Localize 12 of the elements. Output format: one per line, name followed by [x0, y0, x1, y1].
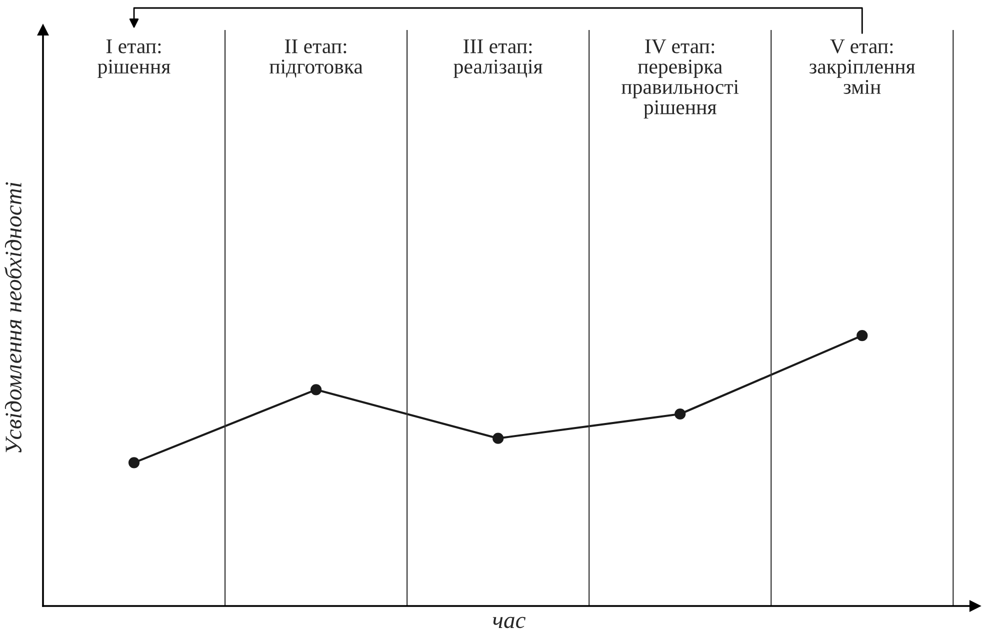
- x-tick-label: I етап: рішення: [98, 39, 170, 78]
- point: [492, 432, 504, 444]
- x-tick-label: V етап: закріплення змін: [809, 39, 915, 94]
- point: [674, 408, 686, 420]
- point: [128, 457, 140, 468]
- x-tick-label: III етап: реалізація: [454, 39, 542, 78]
- x-tick-label: IV етап: перевірка правильності рішення: [622, 39, 739, 119]
- x-axis-title: час: [492, 616, 526, 628]
- point: [310, 384, 322, 396]
- y-axis-title: Усвідомлення необхідності: [4, 182, 22, 452]
- x-tick-label: II етап: підготовка: [270, 39, 363, 78]
- point: [856, 330, 868, 342]
